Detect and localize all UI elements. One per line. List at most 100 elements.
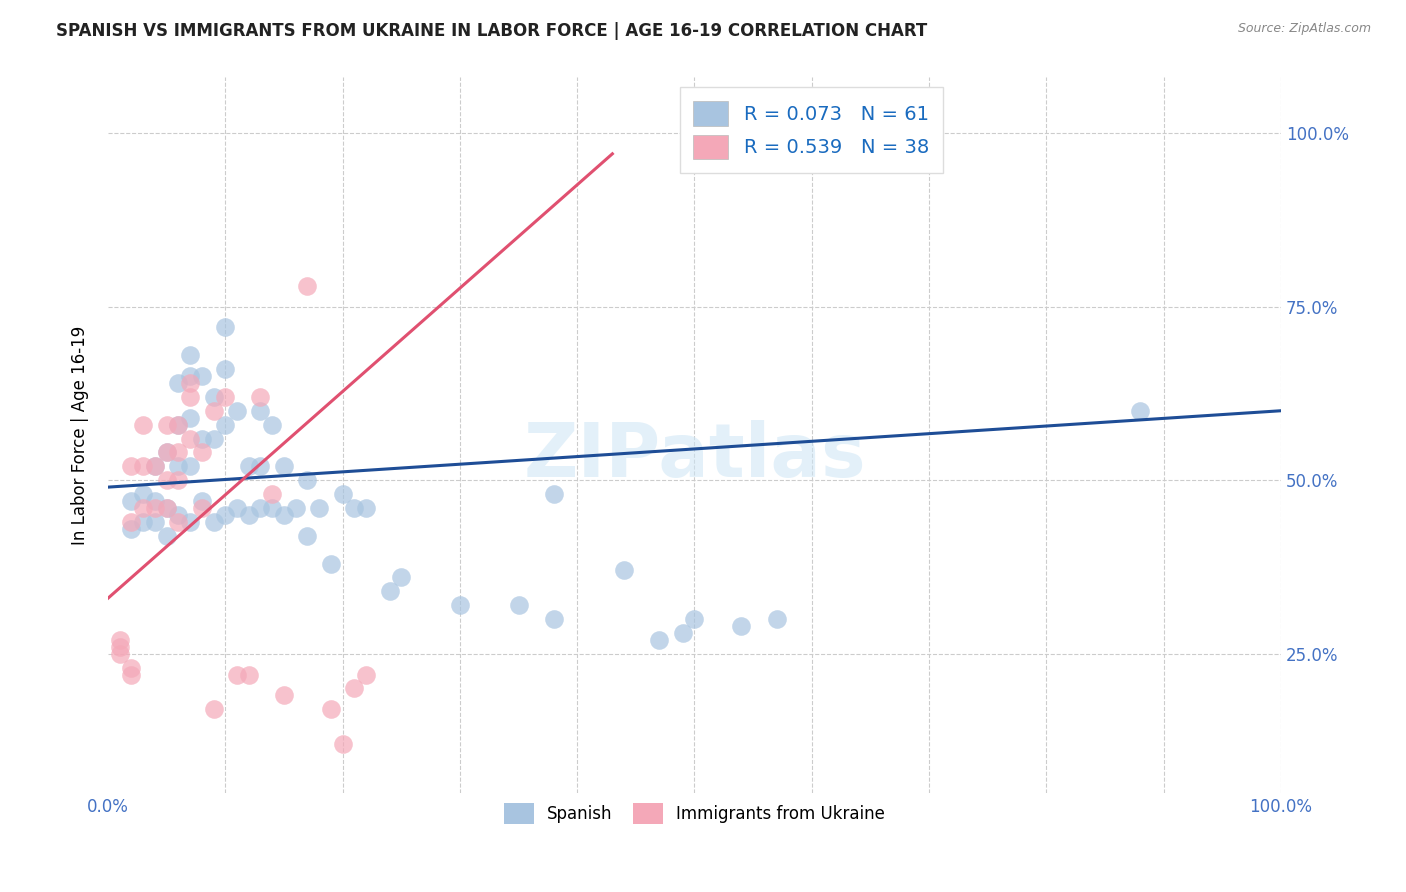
Point [262, 500, 284, 515]
Point [156, 445, 179, 459]
Point [132, 515, 155, 529]
Point [226, 667, 249, 681]
Point [284, 500, 307, 515]
Point [179, 369, 201, 384]
Point [226, 403, 249, 417]
Point [143, 500, 166, 515]
Point [354, 500, 377, 515]
Point [449, 598, 471, 612]
Point [132, 459, 155, 474]
Point [543, 487, 565, 501]
Point [262, 417, 284, 432]
Point [249, 500, 271, 515]
Point [343, 500, 366, 515]
Point [238, 459, 260, 474]
Point [167, 376, 190, 390]
Point [120, 494, 142, 508]
Point [273, 689, 295, 703]
Point [214, 320, 236, 334]
Point [730, 619, 752, 633]
Point [297, 278, 319, 293]
Point [202, 390, 225, 404]
Point [214, 417, 236, 432]
Point [508, 598, 530, 612]
Point [120, 515, 142, 529]
Point [332, 737, 354, 751]
Point [156, 500, 179, 515]
Point [214, 362, 236, 376]
Point [273, 508, 295, 522]
Point [167, 508, 190, 522]
Point [332, 487, 354, 501]
Point [156, 417, 179, 432]
Point [179, 515, 201, 529]
Point [132, 500, 155, 515]
Point [120, 522, 142, 536]
Point [202, 403, 225, 417]
Point [765, 612, 787, 626]
Point [143, 494, 166, 508]
Point [156, 500, 179, 515]
Point [1129, 403, 1152, 417]
Point [167, 459, 190, 474]
Point [167, 515, 190, 529]
Point [179, 432, 201, 446]
Point [132, 417, 155, 432]
Point [308, 500, 330, 515]
Point [613, 564, 636, 578]
Point [343, 681, 366, 696]
Point [108, 640, 131, 654]
Point [297, 529, 319, 543]
Point [389, 570, 412, 584]
Text: ZIPatlas: ZIPatlas [523, 420, 866, 493]
Point [120, 661, 142, 675]
Point [108, 632, 131, 647]
Point [191, 445, 214, 459]
Legend: Spanish, Immigrants from Ukraine: Spanish, Immigrants from Ukraine [494, 793, 896, 834]
Point [683, 612, 706, 626]
Point [191, 369, 214, 384]
Point [167, 417, 190, 432]
Point [262, 487, 284, 501]
Point [238, 667, 260, 681]
Point [226, 500, 249, 515]
Point [543, 612, 565, 626]
Point [179, 390, 201, 404]
Point [156, 529, 179, 543]
Point [191, 432, 214, 446]
Point [202, 515, 225, 529]
Point [214, 508, 236, 522]
Point [132, 487, 155, 501]
Point [179, 459, 201, 474]
Point [156, 445, 179, 459]
Point [297, 473, 319, 487]
Point [191, 500, 214, 515]
Point [319, 557, 342, 571]
Point [202, 702, 225, 716]
Point [179, 410, 201, 425]
Text: SPANISH VS IMMIGRANTS FROM UKRAINE IN LABOR FORCE | AGE 16-19 CORRELATION CHART: SPANISH VS IMMIGRANTS FROM UKRAINE IN LA… [56, 22, 928, 40]
Point [179, 376, 201, 390]
Text: Source: ZipAtlas.com: Source: ZipAtlas.com [1237, 22, 1371, 36]
Point [249, 459, 271, 474]
Point [143, 459, 166, 474]
Point [120, 459, 142, 474]
Point [143, 515, 166, 529]
Point [156, 473, 179, 487]
Point [202, 432, 225, 446]
Point [648, 632, 671, 647]
Point [120, 667, 142, 681]
Point [249, 390, 271, 404]
Point [167, 445, 190, 459]
Point [319, 702, 342, 716]
Point [143, 459, 166, 474]
Point [191, 494, 214, 508]
Point [672, 626, 695, 640]
Point [378, 584, 401, 599]
Point [108, 647, 131, 661]
Point [167, 473, 190, 487]
Point [179, 348, 201, 362]
Point [273, 459, 295, 474]
Point [167, 417, 190, 432]
Point [249, 403, 271, 417]
